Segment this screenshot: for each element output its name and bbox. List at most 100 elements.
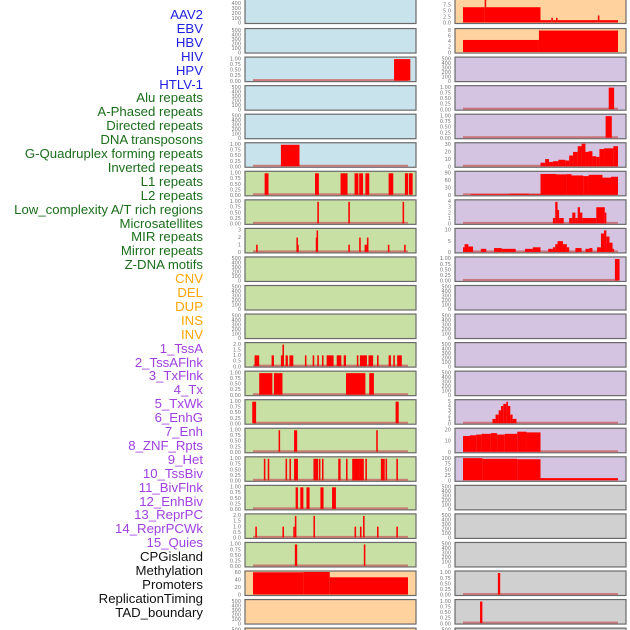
signal-bar xyxy=(540,478,618,481)
y-tick-label: 100 xyxy=(441,503,451,509)
y-tick-label: 300 xyxy=(441,551,451,557)
baseline xyxy=(253,535,408,538)
signal-bar xyxy=(525,248,533,252)
y-tick-label: 10 xyxy=(445,228,451,234)
baseline xyxy=(463,107,618,110)
y-tick-label: 0 xyxy=(238,307,241,313)
y-tick-label: 1.00 xyxy=(440,599,451,605)
signal-bar xyxy=(295,487,298,509)
y-tick-label: 2 xyxy=(238,235,241,241)
y-tick-label: 0.5 xyxy=(233,359,241,365)
signal-bar xyxy=(506,401,508,424)
track-label: DUP xyxy=(175,298,203,314)
y-tick-label: 100 xyxy=(441,560,451,566)
baseline xyxy=(463,278,618,281)
signal-bar xyxy=(606,236,610,252)
y-tick-label: 3 xyxy=(448,205,451,211)
y-tick-label: 2.0 xyxy=(233,513,241,519)
panel-background xyxy=(244,199,417,225)
y-tick-label: 100 xyxy=(231,274,241,280)
y-tick-label: 1.00 xyxy=(440,256,451,262)
y-tick-label: 0.00 xyxy=(440,279,451,285)
y-tick-label: 400 xyxy=(231,603,241,609)
y-tick-label: 0.25 xyxy=(440,102,451,108)
y-tick-label: 500 xyxy=(231,285,241,291)
left-panel: 0.000.250.500.751.00 xyxy=(230,142,417,170)
y-tick-label: 0.25 xyxy=(440,616,451,622)
track-label: CPGisland xyxy=(139,549,203,565)
signal-bar xyxy=(326,355,334,367)
signal-bar xyxy=(278,430,281,452)
baseline xyxy=(253,507,408,510)
y-tick-label: 10 xyxy=(445,157,451,163)
signal-bar xyxy=(253,572,304,595)
signal-bar xyxy=(566,174,572,195)
y-tick-label: 0.75 xyxy=(230,490,241,496)
signal-bar xyxy=(545,159,550,167)
signal-bar xyxy=(482,194,510,195)
y-tick-label: 0.50 xyxy=(230,496,241,502)
y-tick-label: 400 xyxy=(441,61,451,67)
track-label: L1 repeats xyxy=(140,173,203,189)
signal-bar xyxy=(481,433,491,452)
y-tick-label: 0 xyxy=(448,250,451,256)
signal-bar xyxy=(354,173,359,195)
y-tick-label: 0.50 xyxy=(440,610,451,616)
signal-bar xyxy=(555,244,558,252)
panel-background xyxy=(454,370,627,397)
y-tick-label: 5 xyxy=(448,239,451,245)
y-tick-label: 25 xyxy=(445,473,451,479)
y-tick-label: 500 xyxy=(441,342,451,348)
signal-bar xyxy=(397,355,402,367)
y-tick-label: 500 xyxy=(441,542,451,548)
baseline xyxy=(253,193,408,196)
y-tick-label: 300 xyxy=(441,379,451,385)
signal-bar xyxy=(569,217,573,224)
track-label: 3_TxFlnk xyxy=(148,368,203,384)
signal-bar xyxy=(552,161,559,167)
y-tick-label: 0.75 xyxy=(230,547,241,553)
panel-background xyxy=(244,56,417,83)
signal-bar xyxy=(549,161,553,167)
signal-bar xyxy=(396,458,398,481)
y-tick-label: 4 xyxy=(448,39,451,45)
y-tick-label: 0 xyxy=(238,621,241,627)
panel-background xyxy=(244,170,417,197)
y-tick-label: 1.00 xyxy=(230,399,241,405)
y-tick-label: 300 xyxy=(231,122,241,128)
signal-bar xyxy=(363,515,365,538)
signal-bar xyxy=(480,248,487,252)
y-tick-label: 1.00 xyxy=(440,113,451,119)
track-label: 11_BivFlnk xyxy=(138,479,203,495)
y-tick-label: 10.0 xyxy=(440,0,451,2)
y-tick-label: 0.00 xyxy=(230,564,241,570)
track-label: HTLV-1 xyxy=(159,76,203,92)
signal-bar xyxy=(377,526,379,538)
signal-bar xyxy=(558,159,566,167)
y-tick-label: 0 xyxy=(448,193,451,199)
signal-bar xyxy=(572,212,576,224)
right-panel: 0.000.250.500.751.00 xyxy=(440,256,627,285)
right-panel: 0.02.55.07.510.0 xyxy=(440,0,627,27)
y-tick-label: 0 xyxy=(238,336,241,342)
signal-bar xyxy=(394,59,411,81)
track-label: Mirror repeats xyxy=(120,243,203,259)
track-label: 6_EnhG xyxy=(154,410,203,426)
y-tick-label: 4 xyxy=(448,199,451,205)
signal-bar xyxy=(608,87,615,110)
panel-background xyxy=(454,342,627,368)
y-tick-label: 1.0 xyxy=(233,353,241,359)
signal-bar xyxy=(332,487,336,509)
signal-bar xyxy=(317,201,319,224)
signal-bar xyxy=(321,355,324,367)
y-tick-label: 0.50 xyxy=(440,581,451,587)
signal-bar xyxy=(611,176,618,195)
track-label: 12_EnhBiv xyxy=(139,493,203,509)
signal-bar xyxy=(259,373,273,395)
y-tick-label: 1.00 xyxy=(230,427,241,433)
panel-background xyxy=(244,256,417,283)
